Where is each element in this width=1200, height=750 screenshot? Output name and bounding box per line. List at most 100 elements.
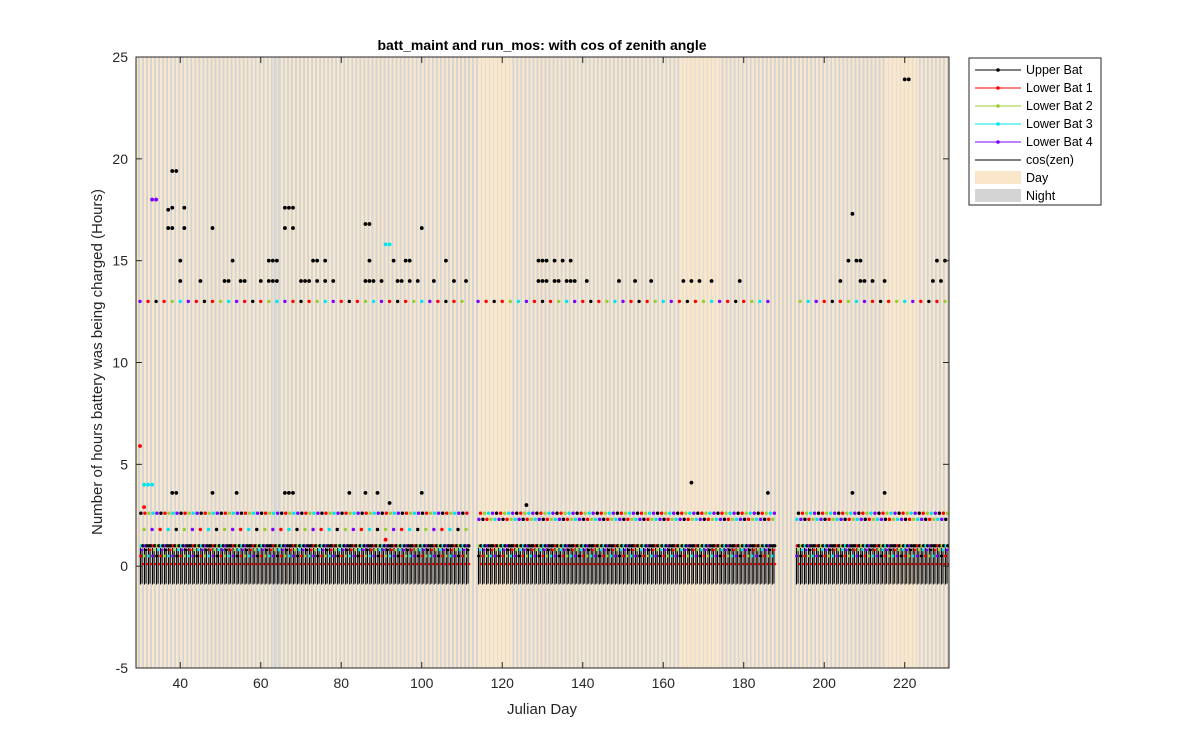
data-point: [384, 554, 388, 558]
data-point: [198, 527, 203, 532]
day-band: [433, 57, 436, 668]
data-point: [855, 554, 859, 558]
data-point: [800, 511, 805, 515]
data-point: [159, 511, 163, 515]
night-band: [238, 57, 241, 668]
data-point: [332, 511, 336, 515]
data-point: [142, 505, 146, 510]
night-band: [629, 57, 632, 668]
data-point: [537, 517, 541, 522]
data-point: [881, 511, 885, 515]
data-point: [218, 299, 223, 304]
data-point: [877, 511, 881, 515]
night-band: [194, 57, 197, 668]
night-band: [363, 57, 366, 668]
night-band: [359, 57, 362, 668]
data-point: [611, 511, 616, 515]
data-point: [544, 279, 549, 283]
data-point: [494, 548, 498, 552]
data-point: [696, 544, 700, 548]
data-point: [901, 548, 905, 552]
night-band: [702, 57, 704, 668]
day-band: [566, 57, 569, 668]
data-point: [552, 562, 555, 566]
night-band: [528, 57, 531, 668]
legend-marker: [996, 68, 1000, 72]
data-point: [229, 544, 234, 548]
day-band: [510, 57, 513, 668]
data-point: [701, 299, 706, 304]
data-point: [230, 527, 235, 532]
data-point: [913, 544, 918, 548]
data-point: [217, 544, 222, 548]
data-point: [376, 554, 380, 558]
data-point: [827, 517, 831, 522]
data-point: [331, 562, 334, 566]
data-point: [565, 554, 569, 558]
day-band: [582, 57, 585, 668]
data-point: [686, 517, 690, 522]
data-point: [412, 511, 417, 515]
night-band: [443, 57, 446, 668]
data-point: [451, 544, 455, 548]
day-band: [618, 57, 621, 668]
data-point: [797, 544, 801, 548]
data-point: [915, 554, 919, 558]
data-point: [343, 562, 346, 566]
night-band: [798, 57, 801, 668]
data-point: [655, 511, 660, 515]
data-point: [693, 562, 696, 566]
data-point: [919, 554, 923, 558]
night-band: [682, 57, 684, 668]
night-band: [307, 57, 310, 668]
data-point: [162, 299, 166, 304]
data-point: [500, 562, 503, 566]
data-point: [720, 511, 724, 515]
data-point: [486, 511, 491, 515]
data-point: [855, 517, 859, 522]
night-band: [785, 57, 789, 668]
day-band: [200, 57, 203, 668]
data-point: [334, 544, 338, 548]
data-point: [144, 548, 148, 552]
data-point: [383, 527, 388, 532]
data-point: [448, 554, 452, 558]
data-point: [661, 562, 664, 566]
data-point: [639, 548, 643, 552]
data-point: [283, 299, 287, 304]
data-point: [222, 527, 227, 532]
data-point: [762, 554, 766, 558]
data-point: [179, 554, 183, 558]
data-point: [842, 562, 845, 566]
data-point: [712, 544, 717, 548]
data-point: [728, 544, 733, 548]
data-point: [239, 511, 244, 515]
data-point: [604, 562, 608, 566]
data-point: [461, 511, 465, 515]
data-point: [716, 511, 720, 515]
data-point: [327, 527, 331, 532]
data-point: [219, 554, 223, 558]
data-point: [865, 544, 869, 548]
data-point: [576, 562, 580, 566]
day-band: [655, 57, 658, 668]
day-band: [647, 57, 650, 668]
data-point: [627, 548, 631, 552]
data-point: [493, 517, 497, 522]
day-band: [643, 57, 646, 668]
data-point: [286, 544, 290, 548]
data-point: [184, 548, 188, 552]
data-point: [913, 511, 917, 515]
data-point: [549, 517, 554, 522]
day-band: [578, 57, 581, 668]
day-band: [554, 57, 557, 668]
night-band: [493, 57, 495, 668]
night-band: [214, 57, 217, 668]
legend-marker: [996, 104, 1000, 108]
data-point: [363, 299, 368, 304]
data-point: [918, 562, 922, 566]
data-point: [667, 548, 671, 552]
data-point: [213, 548, 216, 552]
data-point: [170, 205, 175, 210]
